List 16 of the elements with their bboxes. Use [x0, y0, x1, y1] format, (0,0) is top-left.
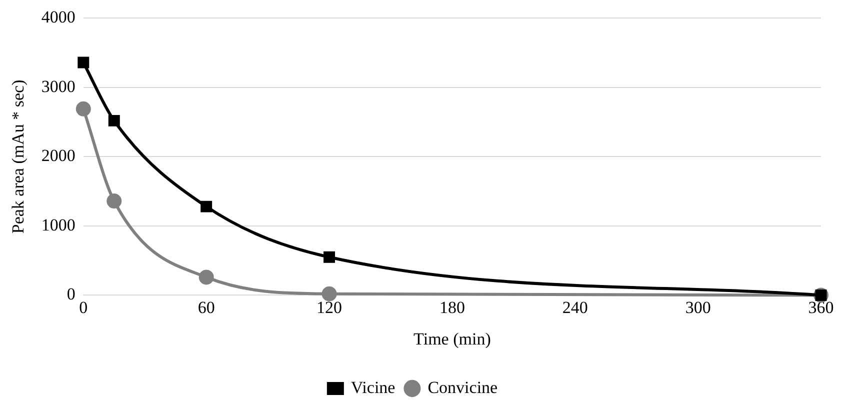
x-tick-label: 0 — [79, 298, 88, 317]
x-tick-label: 120 — [316, 298, 342, 317]
y-tick-label: 2000 — [41, 146, 76, 166]
x-tick-label: 180 — [439, 298, 465, 317]
y-axis-title: Peak area (mAu * sec) — [8, 80, 28, 234]
x-tick-label: 300 — [685, 298, 711, 317]
legend-label: Convicine — [428, 378, 498, 397]
y-tick-label: 3000 — [41, 76, 76, 96]
legend-label: Vicine — [350, 378, 396, 397]
x-axis-title: Time (min) — [414, 329, 491, 348]
y-tick-label: 0 — [66, 284, 76, 304]
y-tick-label: 1000 — [41, 215, 76, 234]
x-tick-label: 360 — [808, 298, 834, 317]
x-tick-label: 60 — [198, 298, 215, 317]
y-tick-label: 4000 — [41, 8, 76, 27]
x-tick-label: 240 — [562, 298, 588, 317]
